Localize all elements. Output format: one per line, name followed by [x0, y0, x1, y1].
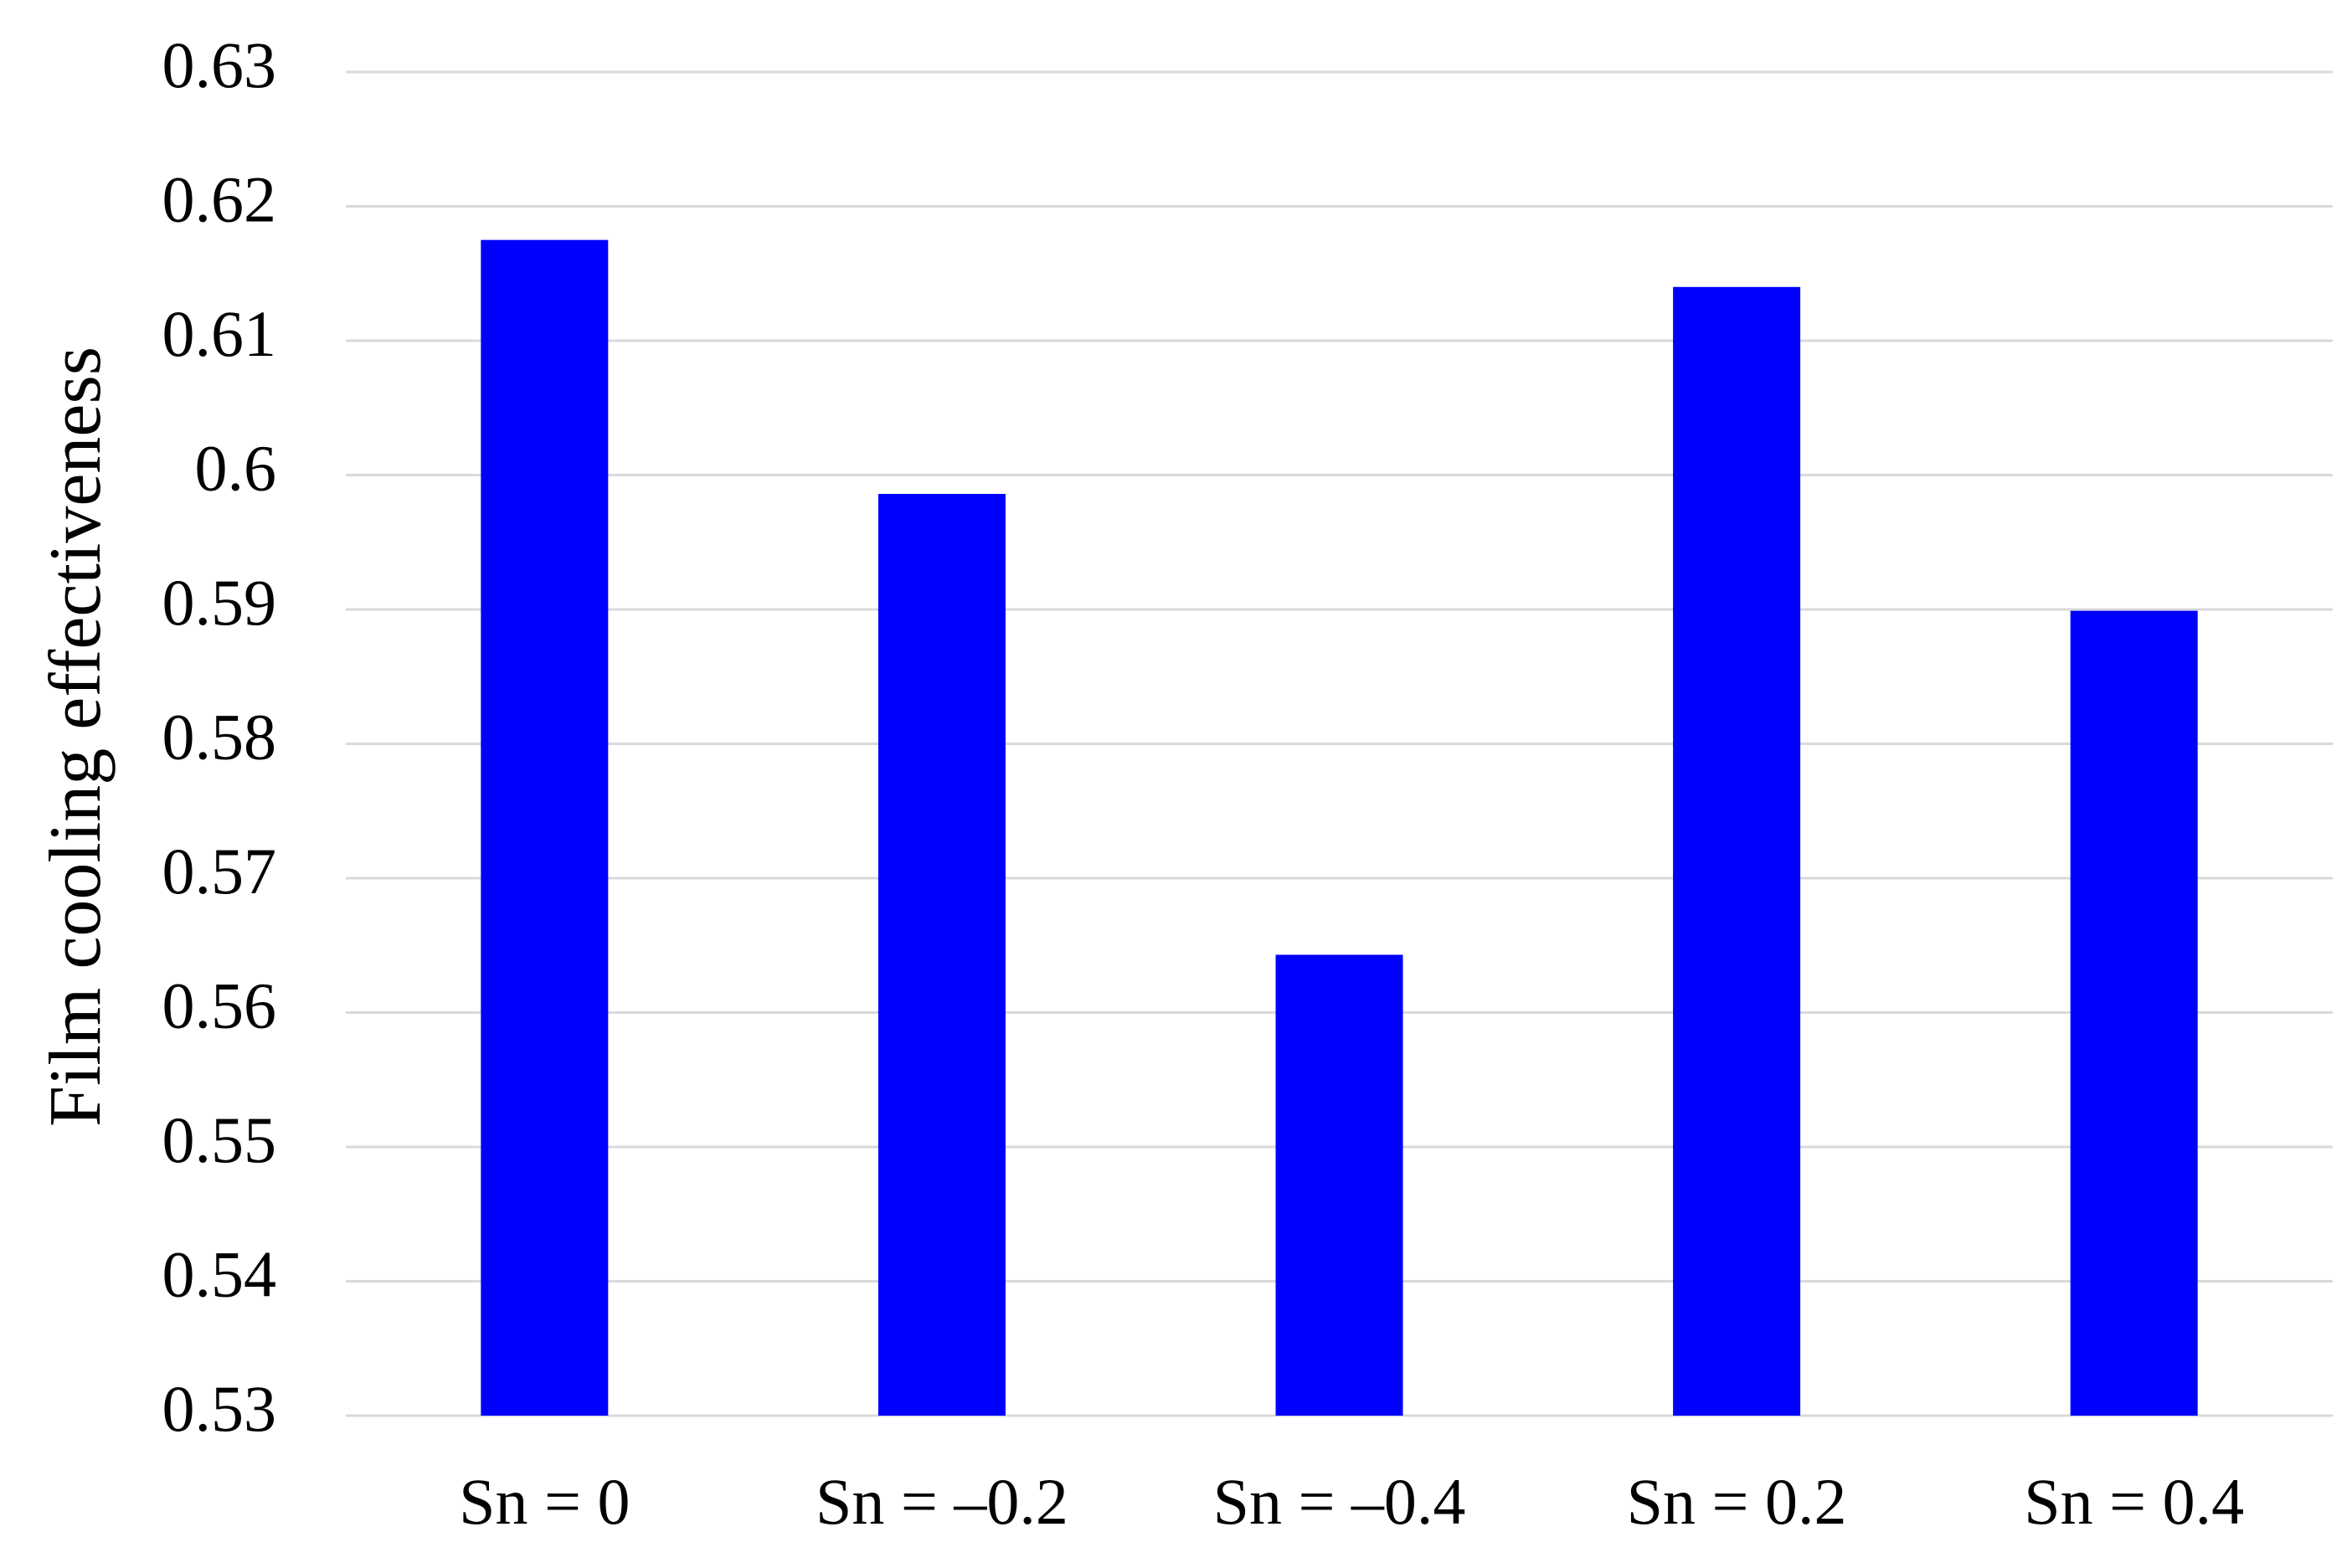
y-axis-title: Film cooling effectiveness: [35, 347, 116, 1127]
bar: [2070, 610, 2198, 1416]
bar: [481, 239, 609, 1416]
bar: [1673, 286, 1801, 1416]
x-tick-label: Sn = 0: [459, 1465, 630, 1538]
y-tick-label: 0.62: [162, 162, 277, 235]
y-tick-label: 0.63: [162, 28, 277, 101]
bar: [1275, 954, 1403, 1416]
x-tick-label: Sn = 0.4: [2024, 1465, 2244, 1538]
x-tick-label: Sn = 0.2: [1627, 1465, 1847, 1538]
y-tick-label: 0.54: [162, 1237, 277, 1310]
x-tick-label: Sn = –0.2: [816, 1465, 1068, 1538]
y-tick-label: 0.56: [162, 969, 277, 1041]
y-tick-label: 0.58: [162, 700, 277, 773]
y-tick-label: 0.61: [162, 297, 277, 370]
y-tick-label: 0.59: [162, 566, 277, 639]
x-tick-label: Sn = –0.4: [1213, 1465, 1466, 1538]
bar: [877, 493, 1006, 1416]
y-tick-label: 0.53: [162, 1372, 277, 1445]
y-tick-label: 0.6: [195, 431, 277, 504]
y-tick-label: 0.57: [162, 835, 277, 907]
y-tick-label: 0.55: [162, 1103, 277, 1176]
